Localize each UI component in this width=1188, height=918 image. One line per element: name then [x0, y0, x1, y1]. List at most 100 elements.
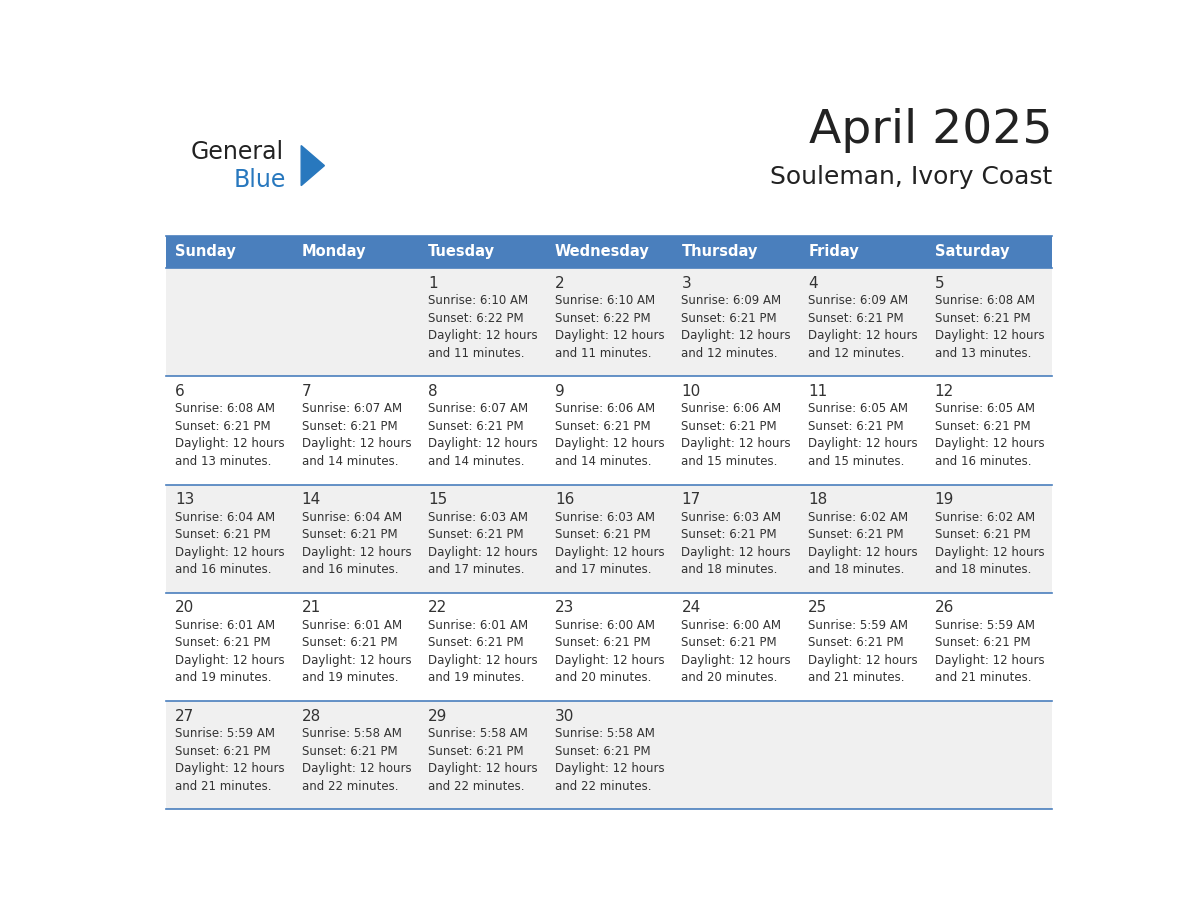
Bar [165, 236, 292, 268]
Text: 18: 18 [808, 492, 827, 508]
Text: Sunrise: 6:02 AM
Sunset: 6:21 PM
Daylight: 12 hours
and 18 minutes.: Sunrise: 6:02 AM Sunset: 6:21 PM Dayligh… [808, 510, 918, 577]
Text: 20: 20 [175, 600, 194, 615]
Bar [545, 376, 672, 485]
Bar [925, 593, 1053, 701]
Text: 2: 2 [555, 275, 564, 291]
Text: Sunrise: 6:07 AM
Sunset: 6:21 PM
Daylight: 12 hours
and 14 minutes.: Sunrise: 6:07 AM Sunset: 6:21 PM Dayligh… [428, 402, 538, 468]
Bar [545, 268, 672, 376]
Text: 10: 10 [682, 384, 701, 399]
Bar [165, 485, 292, 593]
Text: 3: 3 [682, 275, 691, 291]
Text: Thursday: Thursday [682, 244, 758, 260]
Bar [545, 701, 672, 810]
Bar [419, 593, 545, 701]
Bar [672, 376, 798, 485]
Text: 11: 11 [808, 384, 827, 399]
Text: Wednesday: Wednesday [555, 244, 650, 260]
Text: 4: 4 [808, 275, 817, 291]
Text: 29: 29 [428, 709, 448, 723]
Text: Sunrise: 6:06 AM
Sunset: 6:21 PM
Daylight: 12 hours
and 15 minutes.: Sunrise: 6:06 AM Sunset: 6:21 PM Dayligh… [682, 402, 791, 468]
Text: Sunrise: 6:07 AM
Sunset: 6:21 PM
Daylight: 12 hours
and 14 minutes.: Sunrise: 6:07 AM Sunset: 6:21 PM Dayligh… [302, 402, 411, 468]
Bar [672, 236, 798, 268]
Text: Sunrise: 6:03 AM
Sunset: 6:21 PM
Daylight: 12 hours
and 17 minutes.: Sunrise: 6:03 AM Sunset: 6:21 PM Dayligh… [555, 510, 664, 577]
Text: Sunrise: 6:08 AM
Sunset: 6:21 PM
Daylight: 12 hours
and 13 minutes.: Sunrise: 6:08 AM Sunset: 6:21 PM Dayligh… [175, 402, 284, 468]
Bar [545, 593, 672, 701]
Text: 23: 23 [555, 600, 574, 615]
Bar [925, 485, 1053, 593]
Bar [165, 376, 292, 485]
Bar [925, 701, 1053, 810]
Text: Souleman, Ivory Coast: Souleman, Ivory Coast [770, 165, 1053, 189]
Text: Sunrise: 6:09 AM
Sunset: 6:21 PM
Daylight: 12 hours
and 12 minutes.: Sunrise: 6:09 AM Sunset: 6:21 PM Dayligh… [682, 294, 791, 360]
Text: 28: 28 [302, 709, 321, 723]
Bar [672, 701, 798, 810]
Text: Sunrise: 6:01 AM
Sunset: 6:21 PM
Daylight: 12 hours
and 19 minutes.: Sunrise: 6:01 AM Sunset: 6:21 PM Dayligh… [175, 619, 284, 685]
Text: 6: 6 [175, 384, 184, 399]
Text: Sunrise: 6:06 AM
Sunset: 6:21 PM
Daylight: 12 hours
and 14 minutes.: Sunrise: 6:06 AM Sunset: 6:21 PM Dayligh… [555, 402, 664, 468]
Text: 12: 12 [935, 384, 954, 399]
Bar [798, 236, 925, 268]
Text: Sunrise: 6:10 AM
Sunset: 6:22 PM
Daylight: 12 hours
and 11 minutes.: Sunrise: 6:10 AM Sunset: 6:22 PM Dayligh… [428, 294, 538, 360]
Text: Monday: Monday [302, 244, 366, 260]
Bar [798, 268, 925, 376]
Text: Tuesday: Tuesday [428, 244, 495, 260]
Bar [419, 376, 545, 485]
Text: Sunrise: 6:08 AM
Sunset: 6:21 PM
Daylight: 12 hours
and 13 minutes.: Sunrise: 6:08 AM Sunset: 6:21 PM Dayligh… [935, 294, 1044, 360]
Text: 8: 8 [428, 384, 438, 399]
Text: 16: 16 [555, 492, 574, 508]
Text: 17: 17 [682, 492, 701, 508]
Text: Sunrise: 6:09 AM
Sunset: 6:21 PM
Daylight: 12 hours
and 12 minutes.: Sunrise: 6:09 AM Sunset: 6:21 PM Dayligh… [808, 294, 918, 360]
Text: 22: 22 [428, 600, 448, 615]
Text: Sunrise: 6:01 AM
Sunset: 6:21 PM
Daylight: 12 hours
and 19 minutes.: Sunrise: 6:01 AM Sunset: 6:21 PM Dayligh… [428, 619, 538, 685]
Text: General: General [191, 140, 284, 163]
Bar [292, 376, 419, 485]
Bar [798, 701, 925, 810]
Bar [419, 701, 545, 810]
Text: 14: 14 [302, 492, 321, 508]
Text: 25: 25 [808, 600, 827, 615]
Text: Sunrise: 6:05 AM
Sunset: 6:21 PM
Daylight: 12 hours
and 16 minutes.: Sunrise: 6:05 AM Sunset: 6:21 PM Dayligh… [935, 402, 1044, 468]
Text: 21: 21 [302, 600, 321, 615]
Text: Blue: Blue [234, 168, 286, 192]
Bar [672, 268, 798, 376]
Bar [925, 236, 1053, 268]
Text: 26: 26 [935, 600, 954, 615]
Bar [292, 236, 419, 268]
Text: Sunrise: 6:05 AM
Sunset: 6:21 PM
Daylight: 12 hours
and 15 minutes.: Sunrise: 6:05 AM Sunset: 6:21 PM Dayligh… [808, 402, 918, 468]
Text: 7: 7 [302, 384, 311, 399]
Bar [419, 268, 545, 376]
Text: Sunrise: 6:10 AM
Sunset: 6:22 PM
Daylight: 12 hours
and 11 minutes.: Sunrise: 6:10 AM Sunset: 6:22 PM Dayligh… [555, 294, 664, 360]
Text: 19: 19 [935, 492, 954, 508]
Text: Saturday: Saturday [935, 244, 1010, 260]
Text: Sunrise: 6:00 AM
Sunset: 6:21 PM
Daylight: 12 hours
and 20 minutes.: Sunrise: 6:00 AM Sunset: 6:21 PM Dayligh… [682, 619, 791, 685]
Text: 30: 30 [555, 709, 574, 723]
Text: Sunrise: 6:04 AM
Sunset: 6:21 PM
Daylight: 12 hours
and 16 minutes.: Sunrise: 6:04 AM Sunset: 6:21 PM Dayligh… [175, 510, 284, 577]
Text: 5: 5 [935, 275, 944, 291]
Text: Sunrise: 6:01 AM
Sunset: 6:21 PM
Daylight: 12 hours
and 19 minutes.: Sunrise: 6:01 AM Sunset: 6:21 PM Dayligh… [302, 619, 411, 685]
Text: 27: 27 [175, 709, 194, 723]
Text: Sunrise: 5:59 AM
Sunset: 6:21 PM
Daylight: 12 hours
and 21 minutes.: Sunrise: 5:59 AM Sunset: 6:21 PM Dayligh… [808, 619, 918, 685]
Bar [545, 236, 672, 268]
Bar [292, 485, 419, 593]
Bar [419, 485, 545, 593]
Text: Sunrise: 5:59 AM
Sunset: 6:21 PM
Daylight: 12 hours
and 21 minutes.: Sunrise: 5:59 AM Sunset: 6:21 PM Dayligh… [935, 619, 1044, 685]
Text: Sunday: Sunday [175, 244, 235, 260]
Bar [292, 593, 419, 701]
Text: Sunrise: 6:04 AM
Sunset: 6:21 PM
Daylight: 12 hours
and 16 minutes.: Sunrise: 6:04 AM Sunset: 6:21 PM Dayligh… [302, 510, 411, 577]
Bar [419, 236, 545, 268]
Text: 13: 13 [175, 492, 194, 508]
Text: 9: 9 [555, 384, 564, 399]
Bar [798, 376, 925, 485]
Polygon shape [302, 146, 324, 185]
Text: Sunrise: 5:58 AM
Sunset: 6:21 PM
Daylight: 12 hours
and 22 minutes.: Sunrise: 5:58 AM Sunset: 6:21 PM Dayligh… [302, 727, 411, 793]
Bar [925, 376, 1053, 485]
Text: Sunrise: 5:59 AM
Sunset: 6:21 PM
Daylight: 12 hours
and 21 minutes.: Sunrise: 5:59 AM Sunset: 6:21 PM Dayligh… [175, 727, 284, 793]
Text: Friday: Friday [808, 244, 859, 260]
Bar [925, 268, 1053, 376]
Text: Sunrise: 5:58 AM
Sunset: 6:21 PM
Daylight: 12 hours
and 22 minutes.: Sunrise: 5:58 AM Sunset: 6:21 PM Dayligh… [555, 727, 664, 793]
Bar [545, 485, 672, 593]
Text: Sunrise: 6:03 AM
Sunset: 6:21 PM
Daylight: 12 hours
and 17 minutes.: Sunrise: 6:03 AM Sunset: 6:21 PM Dayligh… [428, 510, 538, 577]
Bar [798, 593, 925, 701]
Text: 24: 24 [682, 600, 701, 615]
Text: April 2025: April 2025 [809, 108, 1053, 153]
